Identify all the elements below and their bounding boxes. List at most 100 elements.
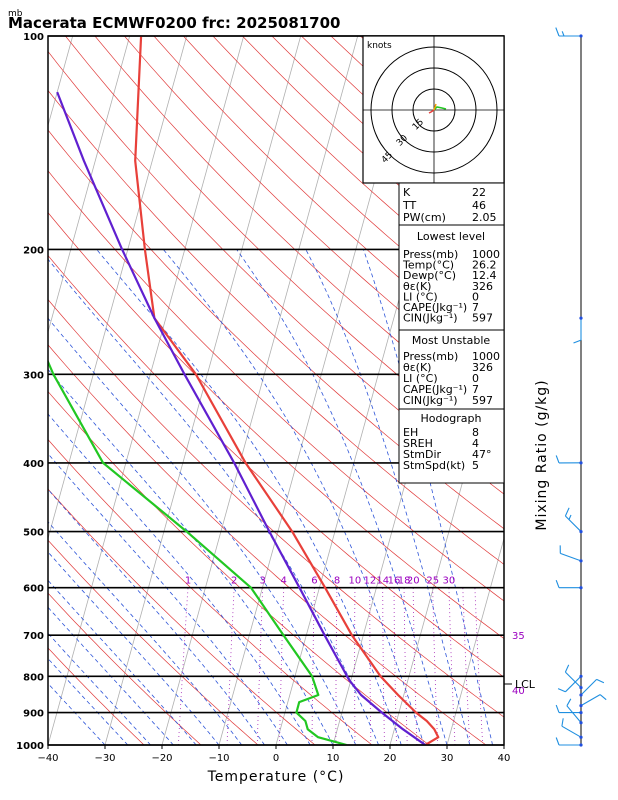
lcl-marker: LCL [504, 678, 536, 691]
dry-adiabat-line [48, 439, 373, 745]
pw-label: PW(cm) [403, 211, 446, 224]
moist-adiabat-line [48, 258, 379, 745]
mixing-ratio-label: 20 [407, 576, 420, 587]
table-row-value: 0 [472, 290, 479, 303]
lcl-label: LCL [515, 678, 536, 691]
moist-adiabat-line [48, 632, 151, 745]
dry-adiabat-line [48, 50, 504, 495]
lowest-level-rows: Press(mb) 1000 Temp(°C) 26.2 Dewp(°C) 12.4 θε(… [402, 248, 500, 325]
table-row-label: CAPE(Jkg⁻¹) [403, 301, 467, 314]
wind-barb [566, 698, 583, 725]
x-tick-label: 30 [441, 753, 454, 764]
pressure-tick-label: 100 [23, 32, 44, 43]
isotherm-line [104, 36, 302, 745]
moist-adiabat-line [96, 249, 402, 745]
parcel-trace [56, 91, 426, 745]
pressure-tick-label: 600 [23, 584, 44, 595]
table-row-value: 47° [472, 448, 492, 461]
dry-adiabat-line [48, 212, 504, 639]
isotherm-line [48, 36, 245, 745]
dry-adiabat-line [48, 488, 316, 745]
isotherm-line [48, 36, 188, 540]
x-axis-label: Temperature (°C) [207, 769, 345, 785]
background-grid [48, 36, 618, 745]
x-tick-label: −30 [94, 753, 115, 764]
table-row-value: 597 [472, 312, 493, 325]
indices-table: K 22 TT 46 PW(cm) 2.05 Lowest level Pres… [398, 182, 505, 484]
dry-adiabat-line [48, 647, 145, 745]
wind-barb [564, 507, 583, 534]
mixing-ratio-label: 16 [388, 576, 401, 587]
hodograph-ring-30 [391, 67, 477, 153]
pw-value: 2.05 [472, 211, 497, 224]
tt-index-value: 46 [472, 199, 486, 212]
pressure-tick-label: 700 [23, 631, 44, 642]
table-row-label: SREH [403, 437, 433, 450]
dry-adiabat-line [48, 390, 430, 745]
moist-adiabat-line [48, 317, 357, 745]
wind-barb [557, 674, 583, 693]
wind-barb [555, 27, 583, 38]
x-tick-label: −10 [208, 753, 229, 764]
table-row-value: 8 [472, 426, 479, 439]
mixing-ratio-label: 3 [260, 576, 266, 587]
hodograph-trace-low [433, 106, 447, 111]
x-tick-label: −40 [37, 753, 58, 764]
wind-barb [579, 678, 605, 697]
hodograph-ring-45 [370, 46, 498, 174]
table-row-value: 597 [472, 394, 493, 407]
dry-adiabat-line [48, 170, 504, 602]
hodograph-units: knots [367, 41, 392, 51]
moist-adiabat-line [48, 606, 174, 745]
most-unstable-rows: Press(mb) 1000 θε(K) 326 LI (°C) 0 CAPE(Jkg⁻¹)… [403, 350, 500, 407]
pressure-tick-label: 500 [23, 528, 44, 539]
moist-adiabat-line [48, 521, 243, 745]
mixing-ratio-label: 14 [376, 576, 389, 587]
hodograph-ring-15 [412, 88, 456, 132]
mixing-ratio-label: 1 [185, 576, 191, 587]
x-tick-label: 20 [384, 753, 397, 764]
dewpoint-trace [48, 359, 347, 745]
moist-adiabat-line [48, 453, 288, 745]
mixing-ratio-label: 18 [398, 576, 411, 587]
mixing-ratio-line [226, 587, 235, 745]
temperature-trace [134, 36, 440, 745]
pressure-tick-label: 200 [23, 245, 44, 256]
lowest-level-header: Lowest level [417, 230, 485, 243]
most-unstable-header: Most Unstable [412, 334, 491, 347]
wind-barb [555, 704, 583, 715]
table-row-value: 1000 [472, 248, 500, 261]
table-row-value: 12.4 [472, 269, 497, 282]
x-tick-label: −20 [151, 753, 172, 764]
dry-adiabat-line [567, 36, 618, 745]
dry-adiabat-line [48, 129, 504, 565]
table-row-value: 0 [472, 372, 479, 385]
mixing-ratio-line [177, 587, 189, 745]
k-index-label: K [403, 186, 411, 199]
pressure-tick-label: 900 [23, 709, 44, 720]
wind-barb [561, 718, 583, 739]
x-tick-label: 0 [273, 753, 279, 764]
dry-adiabat-line [48, 344, 487, 745]
temperature-tick-labels: −40 −30 −20 −10 0 10 20 30 40 [37, 745, 510, 764]
wind-barb [579, 694, 607, 708]
table-row-value: 4 [472, 437, 479, 450]
mixing-ratio-label: 35 [512, 631, 525, 642]
mixing-ratio-label: 2 [231, 576, 237, 587]
wind-barbs [555, 27, 607, 747]
table-frame [398, 182, 505, 484]
table-row-label: Temp(°C) [402, 259, 454, 272]
table-row-value: 26.2 [472, 259, 497, 272]
pressure-tick-label: 800 [23, 672, 44, 683]
dry-adiabat-line [48, 592, 202, 745]
table-row-label: LI (°C) [403, 290, 438, 303]
mixing-ratio-label: 8 [334, 576, 340, 587]
wind-barb [555, 737, 583, 747]
mixing-ratio-label: 12 [364, 576, 377, 587]
table-row-label: CIN(Jkg⁻¹) [403, 394, 458, 407]
table-row-label: CAPE(Jkg⁻¹) [403, 383, 467, 396]
pressure-unit-label: mb [8, 9, 23, 19]
mixing-ratio-axis-label: Mixing Ratio (g/kg) [534, 379, 550, 530]
mixing-ratio-label: 25 [426, 576, 439, 587]
